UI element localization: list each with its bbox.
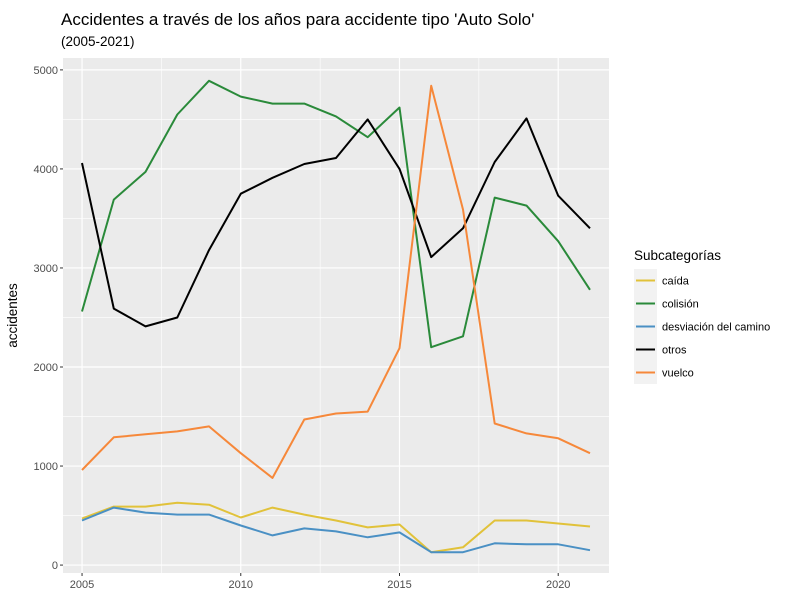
legend-label: vuelco <box>662 368 694 380</box>
y-axis: 0 1000 2000 3000 4000 5000 <box>34 65 63 572</box>
chart-title: Accidentes a través de los años para acc… <box>61 10 534 29</box>
series-line <box>81 501 591 554</box>
series-line <box>81 506 591 554</box>
x-tick-label: 2020 <box>546 579 570 591</box>
legend: Subcategorías caída colisión desviación de… <box>634 248 770 384</box>
legend-label: colisión <box>662 299 699 311</box>
series-line <box>81 84 591 479</box>
legend-label: caída <box>662 276 690 288</box>
legend-label: otros <box>662 345 687 357</box>
x-tick-label: 2015 <box>387 579 411 591</box>
legend-title: Subcategorías <box>634 248 721 263</box>
x-axis: 2005 2010 2015 2020 <box>70 573 570 591</box>
x-tick-label: 2010 <box>229 579 253 591</box>
chart-subtitle: (2005-2021) <box>61 34 135 49</box>
series-line <box>81 117 591 328</box>
y-tick-label: 2000 <box>34 362 58 374</box>
y-tick-label: 4000 <box>34 164 58 176</box>
series-line <box>81 79 591 349</box>
y-tick-label: 5000 <box>34 65 58 77</box>
y-tick-label: 3000 <box>34 263 58 275</box>
series-lines <box>81 79 591 554</box>
y-tick-label: 0 <box>52 560 58 572</box>
x-tick-label: 2005 <box>70 579 94 591</box>
plot-panel <box>63 58 609 573</box>
y-axis-title: accidentes <box>5 283 20 348</box>
legend-label: desviación del camino <box>662 322 770 334</box>
y-tick-label: 1000 <box>34 461 58 473</box>
